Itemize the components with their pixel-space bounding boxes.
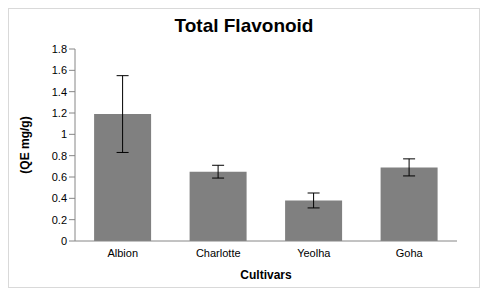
svg-text:1.4: 1.4: [52, 86, 67, 98]
svg-text:(QE mg/g): (QE mg/g): [18, 116, 32, 173]
svg-text:1.8: 1.8: [52, 43, 67, 55]
svg-text:1: 1: [61, 128, 67, 140]
svg-text:Charlotte: Charlotte: [196, 247, 241, 259]
html-text:Total Flavonoid: Total Flavonoid: [174, 15, 314, 36]
svg-text:0.4: 0.4: [52, 192, 67, 204]
svg-text:0: 0: [61, 235, 67, 247]
svg-text:Albion: Albion: [107, 247, 138, 259]
svg-text:Cultivars: Cultivars: [240, 268, 292, 282]
svg-text:0.2: 0.2: [52, 214, 67, 226]
svg-text:Yeolha: Yeolha: [297, 247, 331, 259]
svg-text:0.8: 0.8: [52, 150, 67, 162]
svg-text:1.6: 1.6: [52, 64, 67, 76]
svg-text:1.2: 1.2: [52, 107, 67, 119]
svg-text:0.6: 0.6: [52, 171, 67, 183]
svg-text:Goha: Goha: [396, 247, 424, 259]
